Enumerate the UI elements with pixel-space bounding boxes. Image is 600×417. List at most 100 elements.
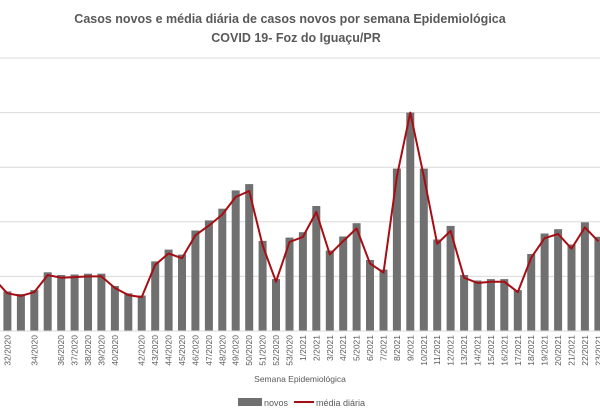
bar-44-2020 (164, 249, 173, 331)
bar-42-2020 (137, 295, 146, 331)
x-tick-49-2020: 49/2020 (231, 335, 241, 366)
bar-35-2020 (43, 272, 52, 331)
bar-17-2021 (513, 290, 522, 331)
bar-14-2021 (473, 280, 482, 331)
x-tick-19-2021: 19/2021 (540, 335, 550, 366)
x-tick-labels: 32/2020 34/2020 36/2020 37/2020 38/2020 39/20… (2, 335, 600, 366)
x-tick-2-2021: 2/2021 (311, 335, 321, 361)
x-tick-22-2021: 22/2021 (580, 335, 590, 366)
x-tick-8-2021: 8/2021 (392, 335, 402, 361)
bar-34-2020 (30, 290, 39, 331)
x-tick-1-2021: 1/2021 (298, 335, 308, 361)
bar-32-2020 (3, 291, 12, 331)
x-tick-44-2020: 44/2020 (164, 335, 174, 366)
x-tick-5-2021: 5/2021 (352, 335, 362, 361)
x-tick-3-2021: 3/2021 (325, 335, 335, 361)
x-tick-17-2021: 17/2021 (513, 335, 523, 366)
bar-49-2020 (231, 190, 240, 331)
x-tick-9-2021: 9/2021 (405, 335, 415, 361)
bar-37-2020 (70, 274, 79, 331)
bar-39-2020 (97, 273, 106, 331)
bar-51-2020 (258, 240, 267, 331)
x-tick-47-2020: 47/2020 (204, 335, 214, 366)
bar-6-2021 (366, 260, 374, 331)
x-tick-39-2020: 39/2020 (96, 335, 106, 366)
x-tick-42-2020: 42/2020 (137, 335, 147, 366)
x-tick-23-2021: 23/2021 (593, 335, 600, 366)
legend-label-novos: novos (264, 398, 289, 408)
bar-7-2021 (379, 269, 388, 331)
x-tick-6-2021: 6/2021 (365, 335, 375, 361)
chart-title: Casos novos e média diária de casos novo… (74, 12, 506, 26)
x-tick-16-2021: 16/2021 (499, 335, 509, 366)
x-tick-20-2021: 20/2021 (553, 335, 563, 366)
bar-10-2021 (419, 168, 428, 331)
bar-46-2020 (191, 230, 200, 331)
bar-45-2020 (178, 254, 186, 331)
x-tick-40-2020: 40/2020 (110, 335, 120, 366)
x-tick-45-2020: 45/2020 (177, 335, 187, 366)
bar-23-2021 (594, 236, 600, 331)
line-media-diaria (0, 111, 600, 299)
bar-series (3, 112, 600, 331)
legend: novos média diária (238, 398, 365, 408)
x-tick-11-2021: 11/2021 (432, 335, 442, 365)
bar-50-2020 (245, 184, 254, 331)
x-tick-15-2021: 15/2021 (486, 335, 496, 366)
bar-21-2021 (567, 244, 576, 331)
x-tick-14-2021: 14/2021 (473, 335, 483, 366)
x-tick-37-2020: 37/2020 (70, 335, 80, 366)
bar-36-2020 (57, 275, 66, 331)
bar-48-2020 (218, 208, 227, 331)
bar-15-2021 (486, 279, 495, 331)
x-tick-7-2021: 7/2021 (379, 335, 389, 361)
x-axis-title: Semana Epidemiológica (254, 374, 346, 384)
bar-40-2020 (110, 286, 119, 331)
bar-9-2021 (406, 112, 415, 331)
bar-33-2020 (16, 294, 25, 331)
chart-subtitle: COVID 19- Foz do Iguaçu/PR (211, 31, 380, 45)
bar-13-2021 (460, 275, 469, 331)
x-tick-51-2020: 51/2020 (258, 335, 268, 366)
bar-18-2021 (527, 254, 536, 331)
x-tick-43-2020: 43/2020 (150, 335, 160, 366)
x-tick-4-2021: 4/2021 (338, 335, 348, 361)
x-tick-48-2020: 48/2020 (217, 335, 227, 366)
bar-52-2020 (272, 279, 280, 331)
x-tick-50-2020: 50/2020 (244, 335, 254, 366)
x-tick-34-2020: 34/2020 (29, 335, 39, 366)
x-tick-36-2020: 36/2020 (56, 335, 66, 366)
bar-12-2021 (446, 225, 455, 331)
x-tick-52-2020: 52/2020 (271, 335, 281, 366)
x-tick-21-2021: 21/2021 (567, 335, 577, 366)
x-tick-32-2020: 32/2020 (2, 335, 12, 366)
x-tick-53-2020: 53/2020 (285, 335, 295, 366)
bar-11-2021 (433, 239, 442, 331)
bar-3-2021 (325, 250, 334, 331)
x-tick-46-2020: 46/2020 (190, 335, 200, 366)
bar-8-2021 (392, 168, 401, 331)
x-tick-13-2021: 13/2021 (459, 335, 469, 366)
bar-43-2020 (151, 261, 160, 331)
bar-4-2021 (339, 236, 348, 331)
legend-label-media: média diária (316, 398, 365, 408)
legend-swatch-novos (238, 398, 262, 406)
bar-53-2020 (285, 237, 294, 331)
bar-41-2020 (124, 293, 133, 331)
bar-47-2020 (204, 220, 213, 331)
bar-38-2020 (84, 273, 92, 331)
x-tick-38-2020: 38/2020 (83, 335, 93, 366)
line-series (0, 111, 600, 299)
bar-19-2021 (540, 233, 549, 331)
bar-1-2021 (298, 232, 307, 331)
bar-22-2021 (580, 222, 589, 331)
bar-20-2021 (554, 229, 563, 331)
bar-5-2021 (352, 223, 361, 331)
bar-16-2021 (500, 279, 509, 331)
x-tick-18-2021: 18/2021 (526, 335, 536, 366)
bar-2-2021 (312, 206, 321, 331)
x-tick-12-2021: 12/2021 (446, 335, 456, 366)
x-tick-10-2021: 10/2021 (419, 335, 429, 366)
